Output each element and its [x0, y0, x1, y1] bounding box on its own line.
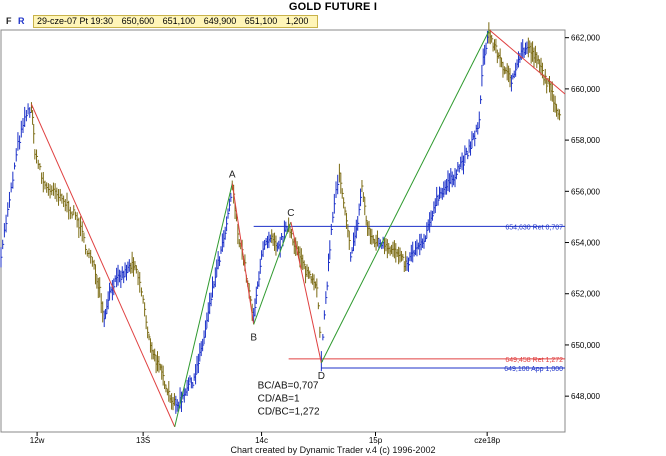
bar-low: 649,900: [203, 16, 237, 26]
y-tick-label: 648,000: [571, 392, 600, 401]
bar-range: 1,200: [285, 16, 309, 26]
y-tick-label: 654,000: [571, 239, 600, 248]
y-tick-label: 652,000: [571, 290, 600, 299]
x-tick-label: 12w: [30, 436, 45, 445]
wave-line: [174, 183, 233, 427]
wave-line: [30, 104, 176, 428]
y-tick-label: 656,000: [571, 187, 600, 196]
wave-line: [489, 29, 566, 95]
ratio-annotation: CD/BC=1,272: [258, 406, 320, 417]
price-bars: [0, 22, 562, 414]
bar-close: 651,100: [244, 16, 278, 26]
level-label: 649,100 App 1,000: [504, 366, 563, 373]
wave-line: [231, 183, 255, 325]
ratio-annotation: CD/AB=1: [258, 393, 300, 404]
wave-line: [320, 29, 490, 364]
y-tick-label: 662,000: [571, 34, 600, 43]
pattern-point-b: B: [250, 332, 257, 343]
ratio-annotation: BC/AB=0,707: [258, 380, 319, 391]
x-tick-label: 15p: [369, 436, 383, 445]
bar-high: 651,100: [162, 16, 196, 26]
pattern-point-c: C: [287, 208, 294, 219]
pattern-point-a: A: [229, 170, 236, 181]
x-tick-label: 13Ś: [136, 436, 150, 445]
wave-line: [253, 221, 292, 325]
x-tick-label: 14c: [255, 436, 268, 445]
y-tick-label: 658,000: [571, 136, 600, 145]
x-tick-label: cze18p: [474, 436, 500, 445]
bar-info-box: 29-cze-07 Pt 19:30 650,600 651,100 649,9…: [33, 15, 319, 28]
level-label: 649,458 Ret 1,272: [505, 357, 563, 364]
flag-f-button[interactable]: F: [6, 16, 12, 26]
plot-frame: [0, 29, 566, 433]
y-tick-label: 650,000: [571, 341, 600, 350]
level-label: 654,630 Ret 0,707: [505, 224, 563, 231]
pattern-point-d: D: [318, 371, 325, 382]
flag-r-button[interactable]: R: [18, 16, 25, 26]
bar-date: 29-cze-07 Pt 19:30: [37, 16, 114, 26]
y-tick-label: 660,000: [571, 85, 600, 94]
footer-credit: Chart created by Dynamic Trader v.4 (c) …: [230, 445, 436, 455]
wave-line: [290, 221, 322, 363]
info-bar: F R 29-cze-07 Pt 19:30 650,600 651,100 6…: [0, 14, 560, 28]
bar-open: 650,600: [121, 16, 155, 26]
page-title: GOLD FUTURE I: [288, 1, 378, 13]
